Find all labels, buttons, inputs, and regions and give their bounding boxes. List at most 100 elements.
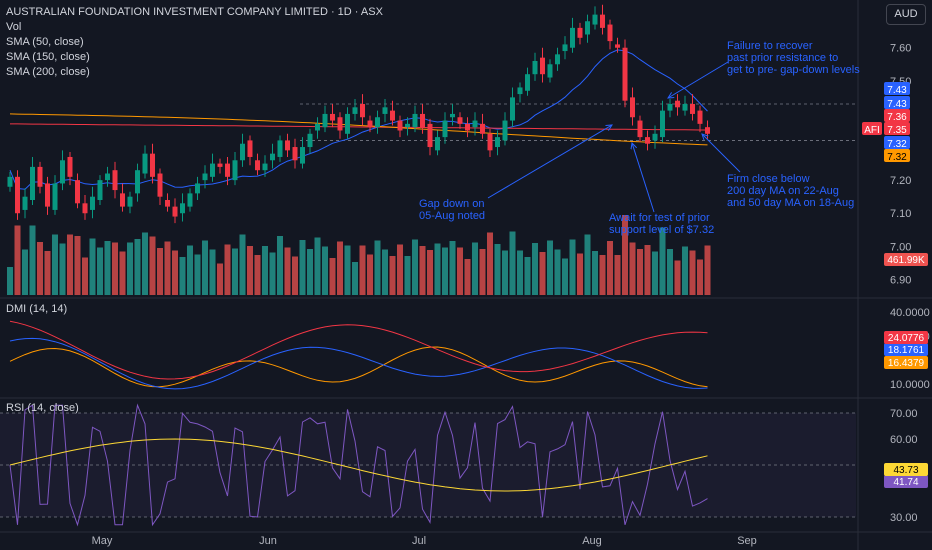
volume-bar [547, 240, 553, 295]
candle-body [607, 24, 613, 42]
candle-body [367, 120, 373, 128]
candle-body [150, 153, 155, 177]
time-axis-label: Aug [582, 535, 602, 547]
volume-bar [592, 251, 598, 295]
candle-body [450, 113, 455, 118]
candle-body [315, 123, 320, 131]
time-axis-label: Jun [259, 535, 277, 547]
candle-body [675, 100, 680, 108]
candle-body [7, 176, 13, 187]
candle-body [225, 163, 230, 177]
candle-body [480, 123, 485, 134]
volume-bar [59, 243, 66, 295]
volume-bar [299, 240, 306, 295]
candle-body [690, 104, 695, 114]
candle-body [105, 173, 110, 181]
candle-body [465, 123, 470, 131]
candle-body [382, 107, 388, 114]
rsi-tick-label: 60.00 [890, 434, 918, 446]
sma-200-line [9, 113, 708, 146]
dmi-value-text: 18.1761 [888, 345, 925, 356]
rsi-tick-label: 70.00 [890, 408, 918, 420]
candle-body [457, 117, 463, 124]
volume-bar [464, 259, 471, 295]
volume-bar [29, 225, 36, 295]
volume-bar [172, 250, 178, 295]
candle-body [82, 203, 88, 214]
candle-body [510, 97, 515, 121]
price-tick-label: 7.10 [890, 208, 911, 220]
volume-bar [614, 255, 621, 295]
candle-body [240, 143, 245, 161]
candle-body [435, 137, 440, 151]
candle-body [682, 104, 688, 111]
volume-bar [472, 242, 478, 295]
time-axis-label: Jul [412, 535, 426, 547]
volume-bar [577, 253, 583, 295]
candle-body [247, 140, 253, 157]
volume-bar [344, 245, 351, 295]
candle-body [22, 196, 28, 210]
candle-body [52, 183, 58, 210]
candle-body [15, 176, 20, 214]
candle-body [405, 123, 410, 128]
volume-bar [262, 246, 268, 295]
annotation-failure: Failure to recover past prior resistance… [727, 40, 860, 76]
sma-50-line [9, 49, 708, 190]
rsi-legend[interactable]: RSI (14, close) [6, 402, 79, 414]
dmi-value-tag [884, 356, 928, 369]
volume-bar [142, 232, 148, 295]
annotation-arrows [487, 61, 741, 213]
price-label-tag [862, 122, 882, 135]
candle-body [517, 87, 523, 95]
candle-body [562, 44, 568, 52]
volume-bar [269, 252, 276, 295]
price-label-text: 7.36 [887, 112, 907, 123]
legend-sma-150[interactable]: SMA (150, close) [6, 51, 90, 63]
dmi-tick-label: 40.0000 [890, 307, 930, 319]
dmi-legend[interactable]: DMI (14, 14) [6, 303, 68, 315]
candle-body [487, 133, 493, 151]
currency-button[interactable]: AUD [886, 4, 926, 25]
price-tick-label: 7.00 [890, 241, 911, 253]
volume-bar [509, 231, 516, 295]
candle-body [585, 21, 590, 35]
volume-bar [127, 242, 133, 295]
volume-bar [329, 258, 336, 295]
candle-body [592, 14, 598, 25]
candle-body [195, 183, 200, 194]
symbol-title[interactable]: AUSTRALIAN FOUNDATION INVESTMENT COMPANY… [6, 6, 383, 18]
volume-bar [397, 244, 403, 295]
legend-volume[interactable]: Vol [6, 21, 22, 33]
candle-body [427, 123, 433, 148]
volume-bar [97, 247, 103, 295]
volume-bar [37, 242, 43, 295]
legend-sma-50[interactable]: SMA (50, close) [6, 36, 84, 48]
candle-body [217, 163, 223, 167]
dmi-series-2 [9, 320, 708, 380]
candle-body [165, 200, 170, 207]
volume-bar [52, 234, 58, 295]
volume-bars [7, 215, 711, 295]
annotation-arrow [702, 134, 741, 173]
rsi-value-tag [884, 463, 928, 476]
candle-body [652, 133, 658, 141]
price-label-tag [884, 82, 910, 95]
volume-bar [224, 244, 231, 295]
volume-bar [539, 252, 546, 295]
volume-bar [412, 239, 418, 295]
volume-bar [622, 215, 628, 295]
volume-bar [337, 241, 343, 295]
volume-bar [14, 225, 21, 295]
candle-body [570, 27, 575, 48]
candle-body [300, 147, 305, 164]
volume-bar [292, 256, 298, 295]
volume-bar [427, 250, 433, 295]
volume-bar [247, 246, 253, 295]
candle-body [142, 153, 148, 174]
legend-sma-200[interactable]: SMA (200, close) [6, 66, 90, 78]
candle-body [187, 193, 193, 207]
candle-body [37, 166, 43, 187]
